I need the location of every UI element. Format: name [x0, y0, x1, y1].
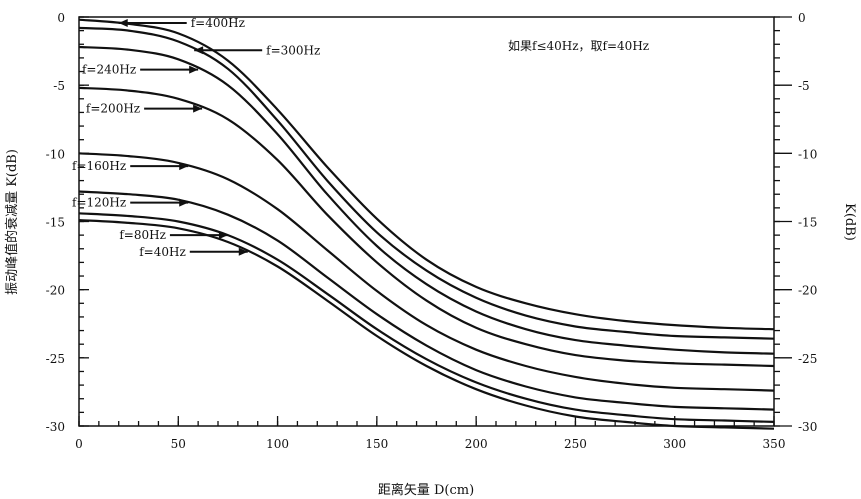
left-y-axis-ticks: 0 -5 -10 -15 -20 -25 -30 [46, 11, 89, 434]
y-left-tick-label: -25 [46, 352, 65, 366]
y-left-tick-label: -10 [46, 147, 65, 161]
series-label: f=200Hz [86, 102, 140, 116]
x-axis-ticks: 0 50 100 150 200 250 300 350 [75, 416, 785, 451]
x-tick-label: 100 [266, 437, 289, 451]
y-right-tick-label: -25 [798, 352, 817, 366]
series-label: f=80Hz [119, 228, 166, 242]
x-tick-label: 200 [465, 437, 488, 451]
x-tick-label: 150 [365, 437, 388, 451]
y-right-tick-label: -5 [798, 79, 810, 93]
y-right-tick-label: -15 [798, 216, 817, 230]
series-label-arrowhead [238, 247, 248, 256]
series-label-arrowhead [218, 231, 228, 240]
series-label-arrowhead [179, 198, 189, 207]
x-tick-label: 350 [763, 437, 786, 451]
y-left-tick-label: -20 [46, 284, 65, 298]
curves [78, 18, 775, 430]
series-label-arrowhead [189, 65, 199, 74]
series-label-arrowhead [194, 46, 204, 55]
series-label-arrowhead [193, 104, 203, 113]
series-label: f=120Hz [72, 196, 126, 210]
y-right-tick-label: -10 [798, 147, 817, 161]
series-label: f=160Hz [72, 159, 126, 173]
y-right-tick-label: -20 [798, 284, 817, 298]
series-curve [78, 86, 775, 368]
series-curve [78, 26, 775, 340]
series-label: f=400Hz [191, 16, 245, 30]
right-y-axis-ticks: 0 -5 -10 -15 -20 -25 -30 [774, 11, 817, 434]
y-left-tick-label: -30 [46, 420, 65, 434]
series-curve [78, 212, 775, 423]
series-label: f=40Hz [139, 245, 186, 259]
series-curve [78, 18, 775, 331]
x-tick-label: 300 [663, 437, 686, 451]
x-tick-label: 50 [171, 437, 186, 451]
x-tick-label: 250 [564, 437, 587, 451]
annotation-note: 如果f≤40Hz，取f=40Hz [508, 38, 649, 53]
series-label-arrowhead [118, 18, 128, 27]
y-left-tick-label: -5 [53, 79, 65, 93]
series-curve [78, 152, 775, 392]
series-curve [78, 45, 775, 355]
x-axis-title: 距离矢量 D(cm) [378, 482, 474, 498]
series-label: f=300Hz [266, 43, 320, 57]
y-left-tick-label: 0 [57, 11, 65, 25]
series-label: f=240Hz [82, 63, 136, 77]
series-curve [78, 190, 775, 411]
right-y-axis-title: K(dB) [842, 203, 857, 241]
x-tick-label: 0 [75, 437, 83, 451]
minor-ticks [78, 16, 780, 427]
y-right-tick-label: 0 [798, 11, 806, 25]
series-labels: f=400Hz f=300Hz f=240Hz f=200Hz f=160Hz f=120… [72, 16, 320, 259]
y-left-tick-label: -15 [46, 216, 65, 230]
left-y-axis-title: 振动峰值的衰减量 K(dB) [4, 149, 20, 295]
y-right-tick-label: -30 [798, 420, 817, 434]
series-curve [78, 219, 775, 430]
series-label-arrowhead [179, 162, 189, 171]
